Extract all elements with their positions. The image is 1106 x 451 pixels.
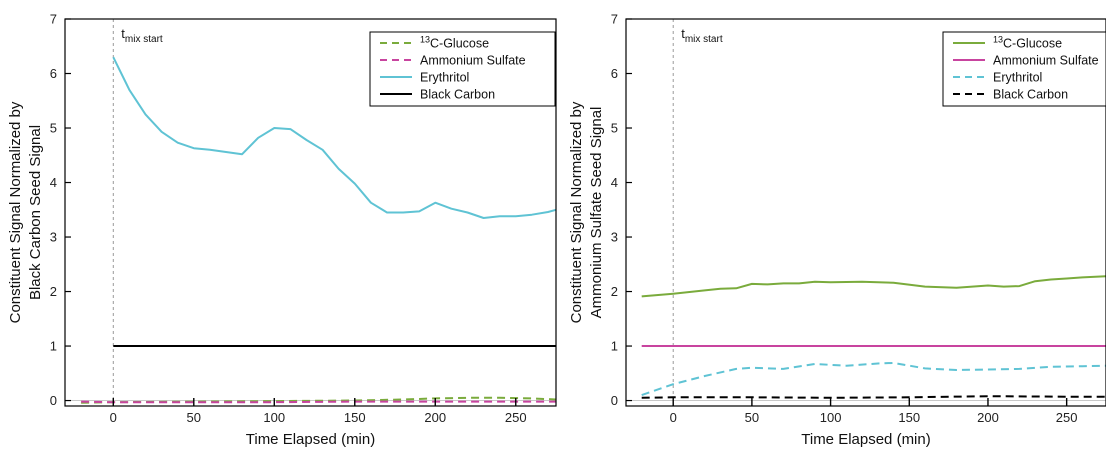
legend-label: Black Carbon	[993, 88, 1068, 102]
legend-label-superscript: 13	[420, 35, 430, 45]
x-axis-title: Time Elapsed (min)	[801, 431, 930, 448]
y-tick-label: 5	[611, 121, 618, 136]
legend-label-text: C-Glucose	[430, 37, 489, 51]
legend-label: 13C-Glucose	[420, 35, 489, 51]
x-tick-label: 50	[745, 410, 759, 425]
y-tick-label: 5	[50, 121, 57, 136]
annotation-subscript: mix start	[125, 34, 163, 45]
y-axis-title-line: Constituent Signal Normalized by	[7, 101, 24, 323]
x-tick-label: 250	[505, 410, 527, 425]
legend-label-text: C-Glucose	[1003, 37, 1062, 51]
x-tick-label: 150	[898, 410, 920, 425]
y-tick-label: 0	[611, 393, 618, 408]
axes-box	[625, 18, 1106, 407]
annotation-main: t	[681, 26, 685, 41]
x-tick-label: 250	[1056, 410, 1078, 425]
legend-label: Ammonium Sulfate	[420, 54, 526, 68]
x-tick-label: 150	[344, 410, 366, 425]
chart-panel-1: 0 1 2 3 4 5 6 7 0 50 100 150 200 250 Time Elapsed (min…	[7, 12, 557, 448]
y-tick-label: 1	[50, 339, 57, 354]
series-line-black-carbon	[641, 395, 1106, 399]
y-tick-label: 6	[611, 66, 618, 81]
y-tick-label: 6	[50, 66, 57, 81]
y-tick-label: 4	[611, 175, 618, 190]
x-tick-label: 100	[263, 410, 285, 425]
x-tick-label: 0	[110, 410, 117, 425]
y-tick-label: 7	[611, 12, 618, 27]
y-axis-title-line: Black Carbon Seed Signal	[27, 125, 44, 300]
legend: 13C-Glucose Ammonium Sulfate Erythritol Bla…	[942, 31, 1106, 107]
legend-label: Black Carbon	[420, 88, 495, 102]
chart-panel-2: 0 1 2 3 4 5 6 7 0 50 100 150 200 250 Time Elapsed (min…	[568, 12, 1106, 448]
y-axis-title-line: Ammonium Sulfate Seed Signal	[588, 107, 605, 319]
y-axis-title-line: Constituent Signal Normalized by	[568, 101, 585, 323]
x-tick-label: 200	[424, 410, 446, 425]
mix-start-annotation: tmix start	[681, 26, 723, 45]
axes-box	[64, 18, 557, 407]
legend: 13C-Glucose Ammonium Sulfate Erythritol Bla…	[369, 31, 556, 107]
legend-label-superscript: 13	[993, 35, 1003, 45]
legend-label: Erythritol	[993, 71, 1042, 85]
x-tick-label: 0	[670, 410, 677, 425]
legend-label: Erythritol	[420, 71, 469, 85]
y-tick-label: 7	[50, 12, 57, 27]
x-tick-label: 50	[187, 410, 201, 425]
y-tick-label: 2	[611, 284, 618, 299]
series-line-erythritol	[641, 361, 1106, 397]
y-tick-label: 3	[611, 230, 618, 245]
x-axis-title: Time Elapsed (min)	[246, 431, 375, 448]
series-line-erythritol	[112, 56, 557, 219]
annotation-main: t	[121, 26, 125, 41]
y-tick-label: 4	[50, 175, 57, 190]
y-tick-label: 2	[50, 284, 57, 299]
y-tick-label: 0	[50, 393, 57, 408]
x-tick-label: 100	[820, 410, 842, 425]
y-tick-label: 3	[50, 230, 57, 245]
series-line-13c-glucose	[641, 275, 1106, 298]
mix-start-annotation: tmix start	[121, 26, 163, 45]
x-tick-label: 200	[977, 410, 999, 425]
legend-label: Ammonium Sulfate	[993, 54, 1099, 68]
y-tick-label: 1	[611, 339, 618, 354]
legend-label: 13C-Glucose	[993, 35, 1062, 51]
annotation-subscript: mix start	[685, 34, 723, 45]
series-line-ammonium-sulfate	[81, 400, 556, 404]
